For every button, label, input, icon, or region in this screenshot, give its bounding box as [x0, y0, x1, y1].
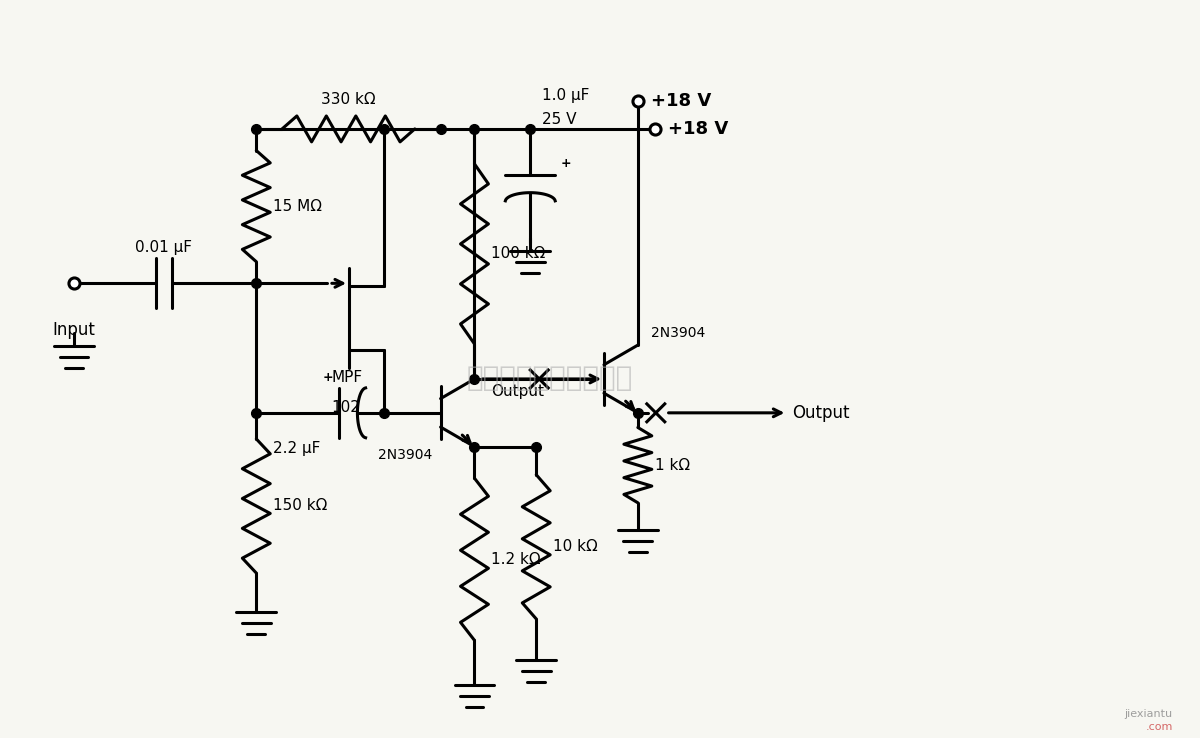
Text: 25 V: 25 V — [542, 112, 577, 127]
Text: 2N3904: 2N3904 — [650, 326, 706, 340]
Text: 330 kΩ: 330 kΩ — [322, 92, 376, 107]
Text: +18 V: +18 V — [667, 120, 728, 138]
Text: 1 kΩ: 1 kΩ — [655, 458, 690, 472]
Text: +: + — [323, 371, 332, 384]
Text: Input: Input — [53, 321, 96, 339]
Text: 102: 102 — [331, 400, 360, 415]
Text: +18 V: +18 V — [650, 92, 712, 110]
Text: jiexiantu: jiexiantu — [1124, 708, 1172, 719]
Text: 杭州将睐科技有限公司: 杭州将睐科技有限公司 — [467, 364, 634, 392]
Text: .com: .com — [1146, 722, 1172, 731]
Text: 2N3904: 2N3904 — [378, 448, 433, 462]
Text: 2.2 μF: 2.2 μF — [274, 441, 320, 456]
Text: 1.0 μF: 1.0 μF — [542, 88, 589, 103]
Text: 0.01 μF: 0.01 μF — [136, 241, 192, 255]
Text: 100 kΩ: 100 kΩ — [492, 246, 546, 261]
Text: Output: Output — [492, 384, 545, 399]
Text: 10 kΩ: 10 kΩ — [553, 539, 598, 554]
Text: Output: Output — [792, 404, 850, 422]
Text: 1.2 kΩ: 1.2 kΩ — [492, 552, 541, 567]
Text: +: + — [560, 156, 571, 170]
Text: 150 kΩ: 150 kΩ — [274, 498, 328, 514]
Text: 15 MΩ: 15 MΩ — [274, 199, 323, 213]
Text: MPF: MPF — [331, 370, 362, 385]
